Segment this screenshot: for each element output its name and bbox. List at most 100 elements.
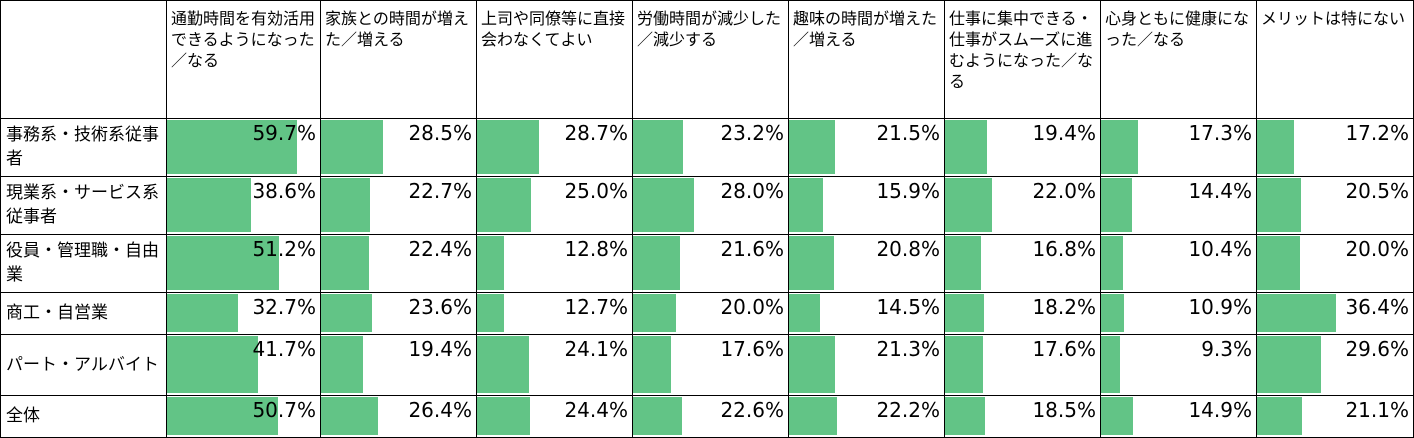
value-bar [476,236,505,290]
grid-line-vertical [476,0,477,438]
data-cell: 21.3% [788,334,944,395]
value-label: 10.4% [1188,237,1252,261]
grid-line-vertical [1100,0,1101,438]
data-cell: 25.0% [476,176,632,234]
data-cell: 12.7% [476,292,632,334]
row-label: パート・アルバイト [6,354,159,375]
value-bar [1256,120,1294,174]
value-bar [476,120,540,174]
value-label: 59.7% [252,121,316,145]
value-bar [632,336,671,393]
data-cell: 21.5% [788,118,944,176]
row-label: 商工・自営業 [6,303,108,323]
value-label: 41.7% [252,337,316,361]
grid-line-horizontal [0,0,1414,1]
value-label: 24.1% [564,337,628,361]
grid-line-horizontal [0,234,1414,235]
value-label: 28.0% [720,179,784,203]
data-cell: 12.8% [476,234,632,292]
column-header-label: 家族との時間が増えた／増える [325,9,469,49]
row-label: 現業系・サービス系従事者 [6,183,159,227]
value-label: 19.4% [408,337,472,361]
value-label: 12.8% [564,237,628,261]
value-label: 18.5% [1032,398,1096,422]
column-header-label: メリットは特にない [1261,9,1406,28]
data-cell: 28.0% [632,176,788,234]
value-bar [632,120,684,174]
data-cell: 24.1% [476,334,632,395]
value-label: 16.8% [1032,237,1096,261]
value-bar [166,120,298,174]
data-cell: 17.3% [1100,118,1256,176]
data-cell: 10.4% [1100,234,1256,292]
column-header: 家族との時間が増えた／増える [320,0,476,118]
column-header: 上司や同僚等に直接会わなくてよい [476,0,632,118]
row-label: 全体 [6,406,40,426]
value-label: 10.9% [1188,295,1252,319]
value-bar [320,236,370,290]
grid-line-vertical [788,0,789,438]
column-header-label: 仕事に集中できる・仕事がスムーズに進むようになった／なる [949,9,1094,91]
value-label: 20.0% [720,295,784,319]
value-label: 14.4% [1188,179,1252,203]
column-header-label: 心身ともに健康になった／なる [1105,9,1250,49]
grid-line-vertical [1256,0,1257,438]
column-header-label: 通勤時間を有効活用できるようになった／なる [171,9,316,70]
data-cell: 23.6% [320,292,476,334]
grid-line-vertical [166,0,167,438]
data-cell: 21.6% [632,234,788,292]
grid-line-horizontal [0,334,1414,335]
data-cell: 24.4% [476,395,632,437]
data-cell: 23.2% [632,118,788,176]
row-label: 事務系・技術系従事者 [6,125,159,169]
value-label: 17.3% [1188,121,1252,145]
value-bar [788,397,837,435]
data-cell: 28.7% [476,118,632,176]
value-bar [788,236,834,290]
data-cell: 17.2% [1256,118,1413,176]
value-label: 20.0% [1345,237,1409,261]
value-label: 38.6% [252,179,316,203]
value-label: 15.9% [876,179,940,203]
value-label: 20.8% [876,237,940,261]
column-header: 労働時間が減少した／減少する [632,0,788,118]
value-label: 28.7% [564,121,628,145]
value-bar [476,397,530,435]
value-label: 21.1% [1345,398,1409,422]
value-label: 17.6% [1032,337,1096,361]
value-label: 21.5% [876,121,940,145]
data-cell: 14.9% [1100,395,1256,437]
value-bar [944,336,983,393]
data-cell: 22.2% [788,395,944,437]
value-label: 24.4% [564,398,628,422]
value-bar [476,178,531,232]
grid-line-horizontal [0,292,1414,293]
data-cell: 21.1% [1256,395,1413,437]
value-label: 22.0% [1032,179,1096,203]
value-bar [320,336,363,393]
value-label: 28.5% [408,121,472,145]
value-label: 22.4% [408,237,472,261]
data-cell: 9.3% [1100,334,1256,395]
value-bar [788,178,823,232]
data-cell: 22.0% [944,176,1100,234]
data-cell: 19.4% [320,334,476,395]
value-bar [1256,178,1302,232]
value-bar [632,178,694,232]
grid-line-horizontal [0,395,1414,396]
value-bar [632,397,682,435]
value-bar [320,397,379,435]
value-label: 18.2% [1032,295,1096,319]
data-cell: 18.5% [944,395,1100,437]
value-label: 19.4% [1032,121,1096,145]
value-label: 17.2% [1345,121,1409,145]
column-header-label: 趣味の時間が増えた／増える [793,9,938,49]
grid-line-vertical [632,0,633,438]
value-bar [1100,236,1123,290]
value-bar [166,236,279,290]
value-label: 21.6% [720,237,784,261]
value-bar [320,120,383,174]
data-cell: 17.6% [944,334,1100,395]
data-cell: 26.4% [320,395,476,437]
